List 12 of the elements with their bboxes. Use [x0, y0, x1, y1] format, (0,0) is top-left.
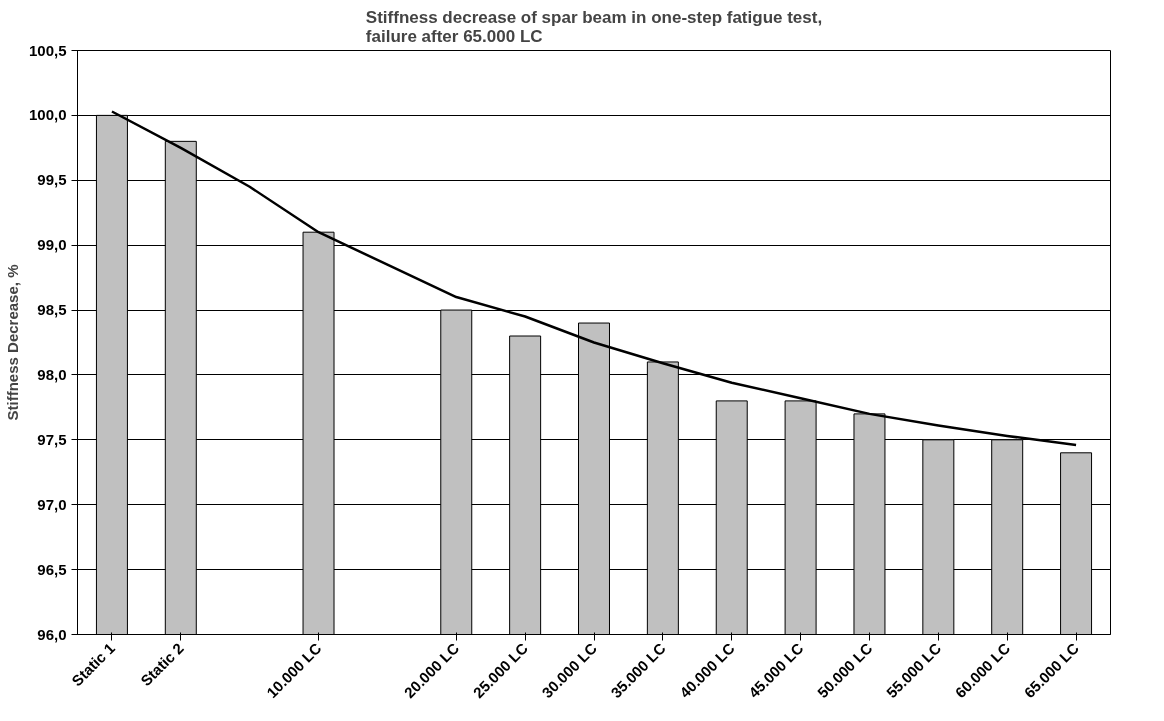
y-tick-label: 97,5: [37, 430, 67, 448]
y-tick-label: 96,0: [37, 625, 67, 643]
chart-title: Stiffness decrease of spar beam in one-step fatigue test, failure after 65.000 LC: [365, 7, 823, 46]
y-tick-label: 98,5: [37, 301, 67, 319]
y-tick-label: 99,5: [37, 171, 67, 189]
y-tick-label: 99,0: [37, 236, 67, 254]
y-tick-label: 96,5: [37, 560, 67, 578]
y-tick-label: 100,5: [28, 41, 67, 59]
y-tick-label: 100,0: [28, 106, 67, 124]
y-tick-label: 98,0: [37, 365, 67, 383]
y-axis-title: Stiffness Decrease, %: [3, 264, 21, 421]
y-tick-label: 97,0: [37, 495, 67, 513]
